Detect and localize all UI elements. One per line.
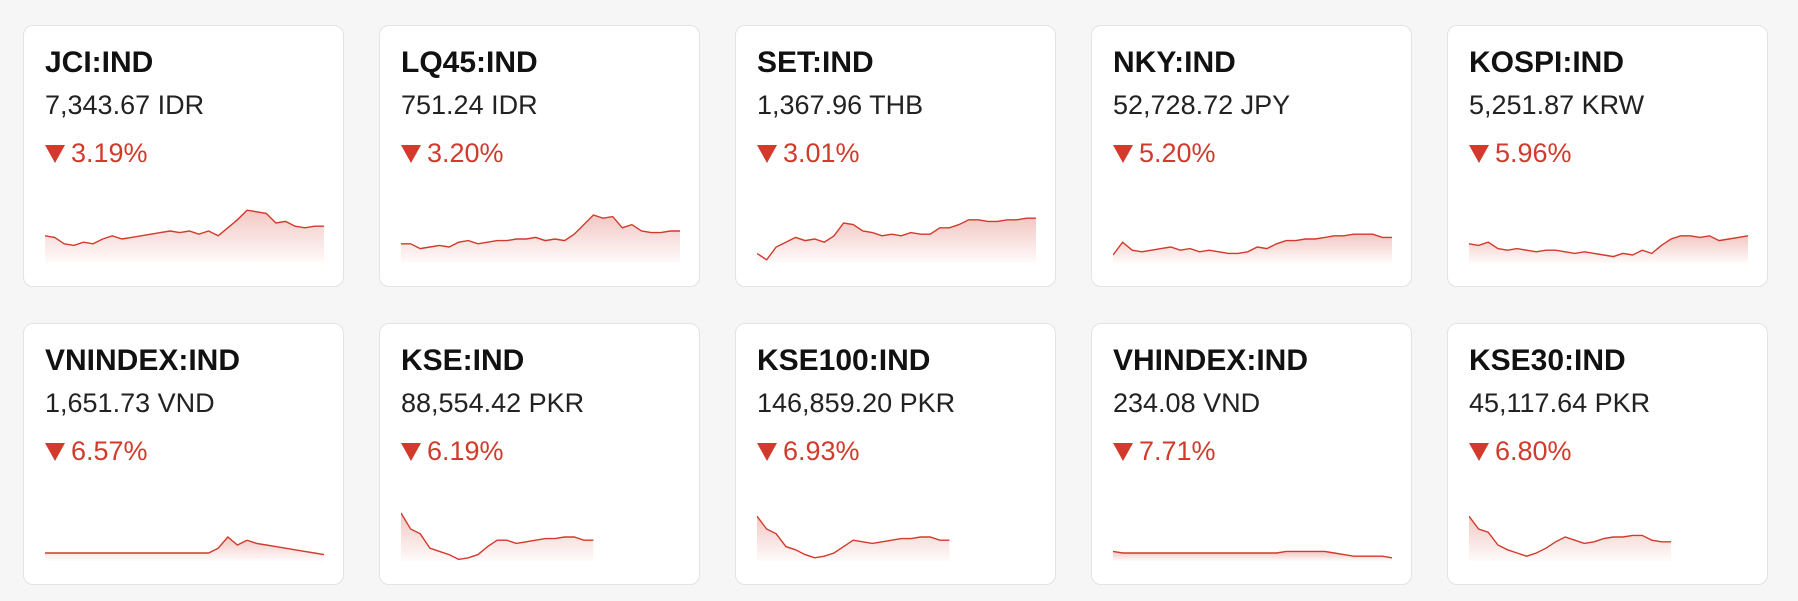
sparkline-area [1113, 551, 1392, 561]
index-name: KOSPI:IND [1469, 46, 1625, 79]
index-change: 6.80% [1469, 436, 1572, 467]
sparkline [401, 512, 594, 561]
sparkline-line [757, 515, 950, 559]
sparkline [401, 214, 680, 263]
sparkline-area [401, 513, 594, 561]
down-arrow-shape [1113, 144, 1133, 163]
change-text: 7.71% [1139, 436, 1216, 466]
down-arrow-shape [1469, 442, 1489, 461]
index-change: 7.71% [1113, 436, 1216, 467]
index-price: 5,251.87 KRW [1469, 90, 1645, 120]
index-name: VHINDEX:IND [1113, 344, 1309, 377]
down-arrow-shape [757, 442, 777, 461]
down-arrow [757, 144, 777, 163]
down-arrow [45, 442, 65, 461]
sparkline [1113, 550, 1392, 561]
index-change: 3.19% [45, 138, 148, 169]
sparkline-line [401, 512, 594, 561]
index-card[interactable]: LQ45:IND 751.24 IDR 3.20% [379, 25, 700, 287]
sparkline-area [45, 537, 324, 561]
index-card[interactable]: KOSPI:IND 5,251.87 KRW 5.96% [1447, 25, 1768, 287]
index-change: 5.20% [1113, 138, 1216, 169]
sparkline [45, 536, 324, 561]
index-change: 3.20% [401, 138, 504, 169]
change-text: 6.19% [427, 436, 504, 466]
down-arrow [1113, 442, 1133, 461]
down-arrow [1469, 442, 1489, 461]
index-price: 45,117.64 PKR [1469, 388, 1651, 418]
change-text: 5.20% [1139, 138, 1216, 168]
index-price: 52,728.72 JPY [1113, 90, 1291, 120]
sparkline [757, 217, 1036, 263]
sparkline-line [401, 214, 680, 250]
sparkline-line [1113, 550, 1392, 559]
down-arrow-shape [401, 144, 421, 163]
index-name: KSE100:IND [757, 344, 931, 377]
index-name: LQ45:IND [401, 46, 538, 79]
index-card[interactable]: JCI:IND 7,343.67 IDR 3.19% [23, 25, 344, 287]
sparkline-line [1469, 235, 1748, 258]
index-change: 6.19% [401, 436, 504, 467]
index-change: 6.93% [757, 436, 860, 467]
index-card[interactable]: VHINDEX:IND 234.08 VND 7.71% [1091, 323, 1412, 585]
index-change: 6.57% [45, 436, 148, 467]
sparkline-area [1113, 234, 1392, 263]
index-change: 3.01% [757, 138, 860, 169]
sparkline [757, 515, 950, 561]
down-arrow-shape [1113, 442, 1133, 461]
index-price: 1,651.73 VND [45, 388, 215, 418]
down-arrow [1113, 144, 1133, 163]
sparkline-line [757, 217, 1036, 261]
index-name: SET:IND [757, 46, 874, 79]
index-card[interactable]: KSE100:IND 146,859.20 PKR 6.93% [735, 323, 1056, 585]
change-text: 5.96% [1495, 138, 1572, 168]
down-arrow-shape [45, 144, 65, 163]
index-grid: JCI:IND 7,343.67 IDR 3.19% LQ45:IND 751.24 I… [23, 25, 1768, 585]
change-text: 3.19% [71, 138, 148, 168]
sparkline [1469, 515, 1671, 561]
index-price: 7,343.67 IDR [45, 90, 205, 120]
index-card[interactable]: SET:IND 1,367.96 THB 3.01% [735, 25, 1056, 287]
down-arrow-shape [45, 442, 65, 461]
change-text: 6.80% [1495, 436, 1572, 466]
down-arrow [401, 442, 421, 461]
change-text: 6.93% [783, 436, 860, 466]
sparkline-area [45, 210, 324, 263]
index-price: 234.08 VND [1113, 388, 1261, 418]
index-card[interactable]: NKY:IND 52,728.72 JPY 5.20% [1091, 25, 1412, 287]
index-name: KSE:IND [401, 344, 525, 377]
down-arrow-shape [401, 442, 421, 461]
sparkline-line [45, 536, 324, 556]
sparkline-line [45, 209, 324, 247]
index-name: NKY:IND [1113, 46, 1236, 79]
sparkline-line [1113, 233, 1392, 256]
index-price: 1,367.96 THB [757, 90, 924, 120]
sparkline [1113, 233, 1392, 263]
down-arrow [1469, 144, 1489, 163]
index-name: VNINDEX:IND [45, 344, 241, 377]
down-arrow-shape [1469, 144, 1489, 163]
index-price: 751.24 IDR [401, 90, 538, 120]
sparkline [45, 209, 324, 263]
sparkline-area [757, 516, 950, 561]
index-card[interactable]: KSE:IND 88,554.42 PKR 6.19% [379, 323, 700, 585]
sparkline [1469, 235, 1748, 263]
down-arrow [757, 442, 777, 461]
index-name: KSE30:IND [1469, 344, 1626, 377]
sparkline-area [1469, 235, 1748, 263]
change-text: 6.57% [71, 436, 148, 466]
down-arrow [45, 144, 65, 163]
sparkline-line [1469, 515, 1671, 557]
index-change: 5.96% [1469, 138, 1572, 169]
sparkline-area [757, 218, 1036, 263]
index-card[interactable]: VNINDEX:IND 1,651.73 VND 6.57% [23, 323, 344, 585]
index-price: 88,554.42 PKR [401, 388, 585, 418]
change-text: 3.20% [427, 138, 504, 168]
down-arrow [401, 144, 421, 163]
index-price: 146,859.20 PKR [757, 388, 956, 418]
index-card[interactable]: KSE30:IND 45,117.64 PKR 6.80% [1447, 323, 1768, 585]
index-name: JCI:IND [45, 46, 154, 79]
down-arrow-shape [757, 144, 777, 163]
change-text: 3.01% [783, 138, 860, 168]
